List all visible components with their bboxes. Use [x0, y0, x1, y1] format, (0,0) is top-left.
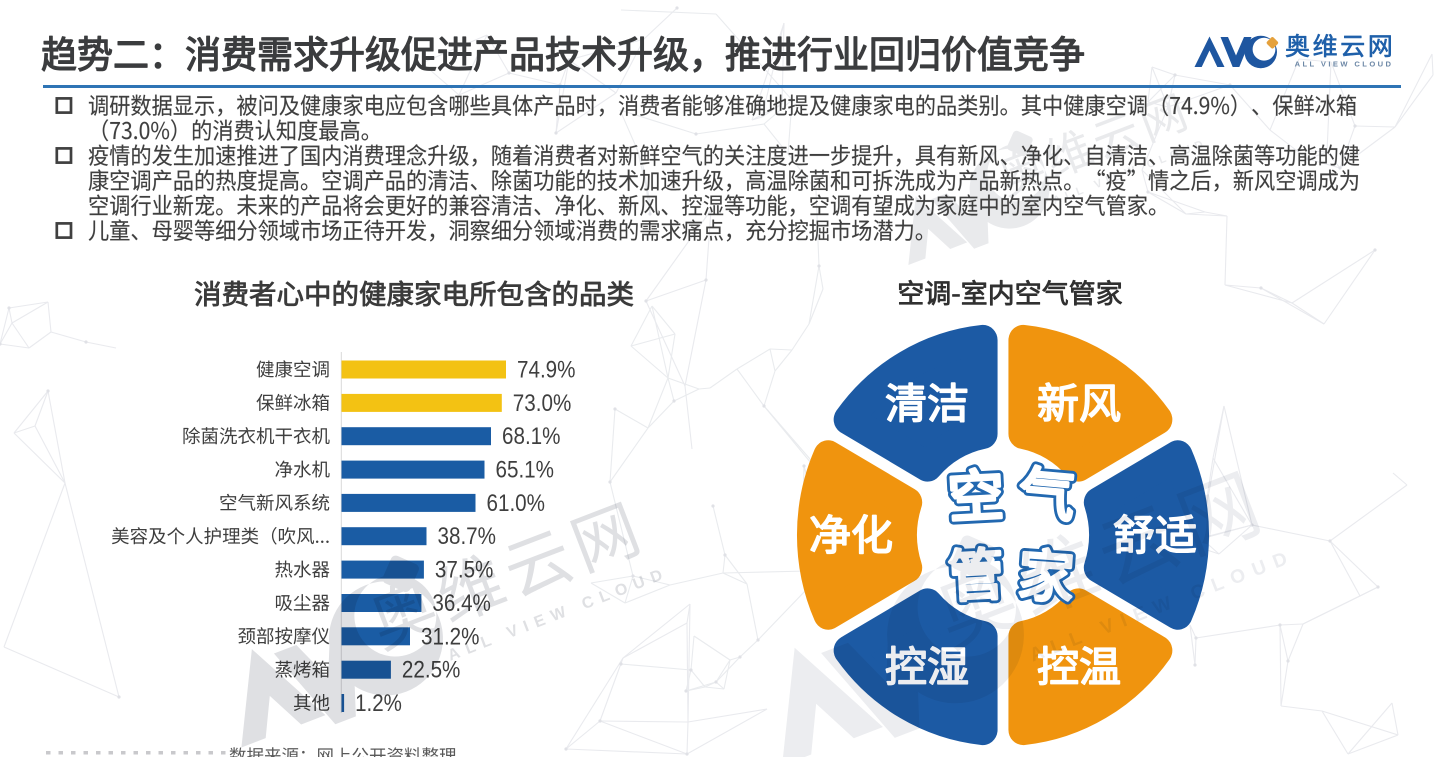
svg-text:74.9%: 74.9% — [517, 357, 576, 384]
svg-text:68.1%: 68.1% — [502, 423, 561, 450]
svg-text:38.7%: 38.7% — [438, 523, 497, 550]
svg-text:ALL VIEW CLOUD: ALL VIEW CLOUD — [1295, 60, 1394, 69]
svg-text:61.0%: 61.0% — [487, 490, 546, 517]
svg-text:73.0%: 73.0% — [513, 390, 572, 417]
svg-text:65.1%: 65.1% — [496, 457, 555, 484]
